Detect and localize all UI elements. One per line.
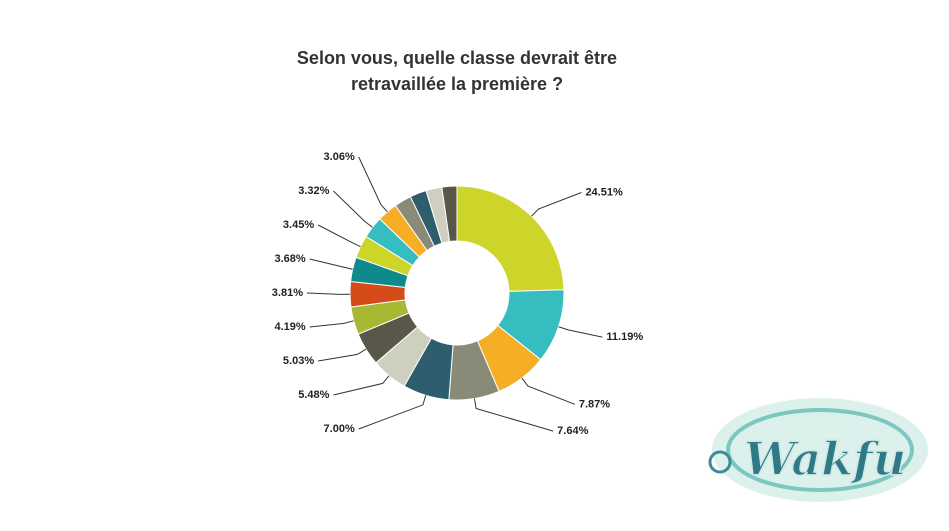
logo: Wakfu xyxy=(708,398,928,502)
logo-shape xyxy=(712,398,928,502)
data-label: 7.87% xyxy=(579,398,610,410)
data-label: 5.03% xyxy=(283,355,314,367)
leader-line xyxy=(309,320,354,328)
data-label: 3.06% xyxy=(324,151,355,163)
logo-text: Wakfu xyxy=(744,432,907,486)
data-label: 3.32% xyxy=(298,185,329,197)
data-label: 3.45% xyxy=(283,219,314,231)
leader-line xyxy=(306,292,351,295)
leader-line xyxy=(318,348,367,362)
logo-shape xyxy=(708,450,732,474)
leader-line xyxy=(521,377,576,405)
data-label: 3.68% xyxy=(274,253,305,265)
leader-line xyxy=(531,192,582,217)
chart-title: retravaillée la première ? xyxy=(351,74,563,94)
data-label: 5.48% xyxy=(298,389,329,401)
leader-line xyxy=(309,258,353,270)
leader-line xyxy=(333,375,390,396)
data-label: 7.64% xyxy=(557,425,588,437)
leader-line xyxy=(358,156,388,213)
data-label: 11.19% xyxy=(606,331,643,343)
leader-line xyxy=(558,326,603,338)
data-label: 4.19% xyxy=(274,321,305,333)
leader-line xyxy=(333,190,373,228)
data-label: 24.51% xyxy=(585,186,623,198)
data-label: 7.00% xyxy=(324,423,355,435)
slice xyxy=(441,185,458,243)
slice xyxy=(456,185,565,292)
chart-title: Selon vous, quelle classe devrait être xyxy=(297,48,617,68)
leader-line xyxy=(358,395,427,430)
leader-line xyxy=(473,398,554,432)
logo-shape xyxy=(726,408,914,492)
leader-line xyxy=(317,224,361,248)
data-label: 3.81% xyxy=(272,287,303,299)
